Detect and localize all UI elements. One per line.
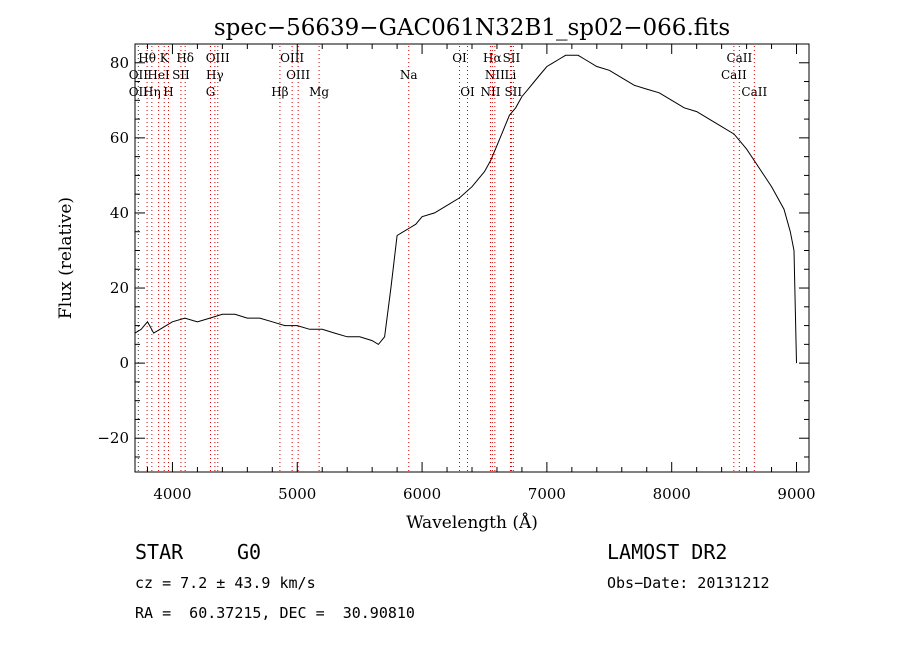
marker-label: CaII xyxy=(741,85,767,99)
y-tick-label: 60 xyxy=(110,129,129,147)
x-axis-label: Wavelength (Å) xyxy=(406,512,538,533)
marker-label: Mg xyxy=(309,85,329,99)
marker-label: HeI xyxy=(147,68,170,82)
spectrum-series-line xyxy=(134,54,797,364)
marker-label: H xyxy=(163,85,173,99)
marker-label: SII xyxy=(503,51,521,65)
redshift-readout: cz = 7.2 ± 43.9 km/s xyxy=(135,574,316,592)
y-tick-label: −20 xyxy=(97,429,129,447)
marker-label: SII xyxy=(172,68,190,82)
plot-area xyxy=(134,54,797,364)
marker-label: SII xyxy=(504,85,522,99)
object-subclass: G0 xyxy=(237,540,262,564)
x-tick-label: 6000 xyxy=(403,485,441,503)
survey-name: LAMOST DR2 xyxy=(607,540,728,564)
marker-label: OIII xyxy=(286,68,310,82)
marker-label: Hη xyxy=(143,85,161,99)
y-tick-label: 80 xyxy=(110,54,129,72)
axis-ticks: 4000 5000 6000 7000 8000 9000 −20 0 20 40 60 80 xyxy=(97,43,816,503)
marker-label: NII xyxy=(480,85,500,99)
x-tick-label: 4000 xyxy=(153,485,191,503)
marker-label: OIII xyxy=(280,51,304,65)
marker-label: Hα xyxy=(483,51,502,65)
marker-label: OI xyxy=(460,85,475,99)
y-tick-label: 40 xyxy=(110,204,129,222)
marker-label: OIII xyxy=(206,51,230,65)
x-tick-label: 5000 xyxy=(278,485,316,503)
marker-label: OII xyxy=(129,85,149,99)
marker-label: Na xyxy=(400,68,418,82)
marker-label: Hδ xyxy=(176,51,194,65)
plot-frame xyxy=(134,43,810,473)
object-class: STAR xyxy=(135,540,184,564)
marker-label: Li xyxy=(505,68,517,82)
x-tick-label: 9000 xyxy=(777,485,815,503)
chart-title: spec−56639−GAC061N32B1_sp02−066.fits xyxy=(214,15,730,41)
marker-label: K xyxy=(160,51,170,65)
marker-label: CaII xyxy=(721,68,747,82)
y-axis-label: Flux (relative) xyxy=(56,197,76,319)
coordinates: RA = 60.37215, DEC = 30.90810 xyxy=(135,604,415,622)
marker-label: Hγ xyxy=(206,68,224,82)
marker-label: Hβ xyxy=(271,85,288,99)
marker-label: NII xyxy=(485,68,505,82)
marker-label: G xyxy=(206,85,216,99)
obs-date: Obs−Date: 20131212 xyxy=(607,574,770,592)
marker-label: CaII xyxy=(726,51,752,65)
x-tick-label: 7000 xyxy=(528,485,566,503)
x-tick-label: 8000 xyxy=(653,485,691,503)
marker-label: OI xyxy=(452,51,467,65)
y-tick-label: 0 xyxy=(119,354,129,372)
y-tick-label: 20 xyxy=(110,279,129,297)
